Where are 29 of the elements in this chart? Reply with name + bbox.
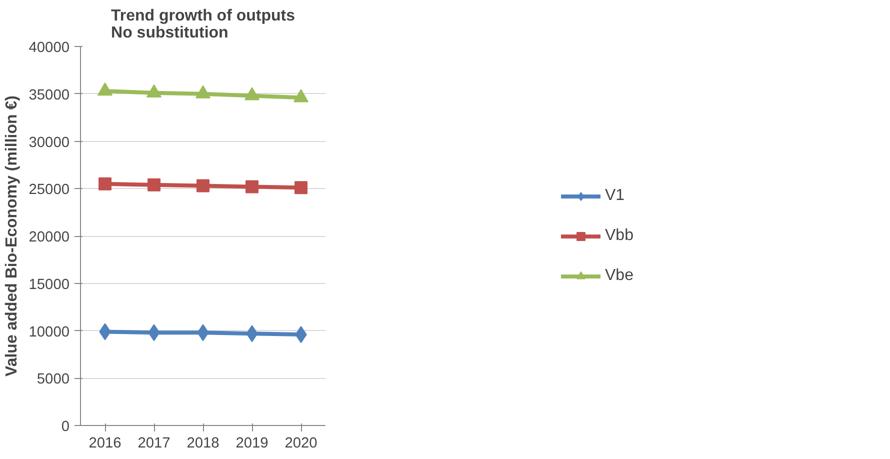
y-tick-label: 40000 [28,40,70,56]
y-tick-label: 30000 [28,134,70,151]
point [294,181,308,194]
legend-label: Vbe [605,266,634,284]
x-tick-label: 2016 [88,436,122,452]
y-axis-title: Value added Bio-Economy (million €) [4,96,21,376]
legend-label: V1 [605,186,626,204]
chart-title: Trend growth of outputs No substitution [111,8,296,42]
x-tick-label: 2019 [236,436,268,452]
point [246,180,258,194]
y-tick-label: 5000 [36,372,70,388]
x-tick-label: 2020 [284,436,318,452]
y-tick-label: 25000 [28,182,70,198]
point [196,179,210,192]
y-tick-label: 10000 [28,324,70,340]
y-tick-label: 20000 [28,230,70,246]
point [98,177,112,190]
point [148,178,160,192]
point [146,84,162,98]
y-tick-label: 35000 [28,87,70,104]
point [98,82,112,96]
point [196,85,210,98]
point [244,87,260,100]
x-tick-label: 2017 [138,436,170,452]
legend-label: Vbb [605,226,634,244]
point [294,89,308,102]
x-tick-label: 2018 [186,436,220,452]
y-tick-label: 0 [61,419,70,435]
y-tick-label: 15000 [28,276,70,293]
